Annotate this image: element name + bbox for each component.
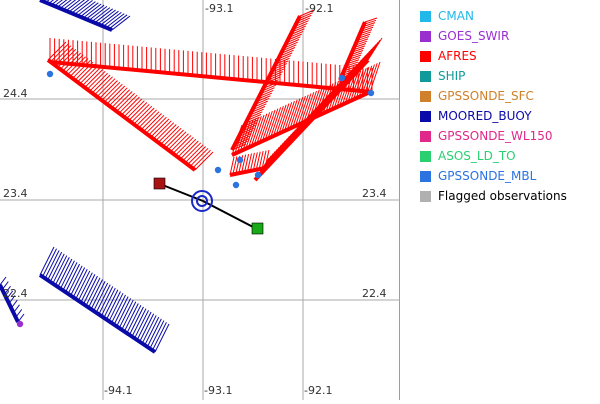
tick-bottom: -92.1 [304, 384, 332, 397]
map-canvas: -93.1 -92.1 -94.1 -93.1 -92.1 24.4 23.4 … [0, 0, 400, 400]
legend-swatch [420, 10, 431, 22]
legend: CMAN GOES_SWIR AFRES SHIP GPSSONDE_SFC MOORED… [420, 6, 595, 206]
legend-item[interactable]: ASOS_LD_TO [420, 146, 595, 166]
legend-label: GPSSONDE_WL150 [438, 129, 553, 143]
afres-flight-leg [49, 38, 373, 94]
moored-buoy-track [0, 276, 25, 323]
legend-swatch [420, 190, 431, 202]
tick-left: 24.4 [3, 87, 28, 100]
legend-item[interactable]: Flagged observations [420, 186, 595, 206]
tick-bottom: -93.1 [204, 384, 232, 397]
storm-track [153, 177, 264, 235]
track-start-marker [153, 177, 166, 190]
legend-item[interactable]: GPSSONDE_SFC [420, 86, 595, 106]
afres-flight-leg [46, 41, 214, 172]
gpssonde-mbl-point [232, 181, 240, 189]
legend-item[interactable]: GPSSONDE_WL150 [420, 126, 595, 146]
legend-label: SHIP [438, 69, 466, 83]
gpssonde-mbl-point [367, 89, 375, 97]
legend-swatch [420, 70, 431, 82]
afres-flight-leg [338, 17, 378, 81]
legend-label: GOES_SWIR [438, 29, 510, 43]
tick-left: 23.4 [3, 187, 28, 200]
legend-swatch [420, 30, 431, 42]
track-end-marker [251, 222, 264, 235]
tick-top: -92.1 [305, 2, 333, 15]
tick-left: 22.4 [3, 287, 28, 300]
track-segment [202, 200, 258, 230]
gpssonde-mbl-point [338, 74, 346, 82]
track-segment [159, 183, 204, 202]
observation-layer [0, 0, 383, 354]
legend-label: CMAN [438, 9, 474, 23]
storm-center-inner [196, 195, 208, 207]
gpssonde-mbl-point [236, 156, 244, 164]
legend-swatch [420, 90, 431, 102]
legend-swatch [420, 50, 431, 62]
legend-swatch [420, 150, 431, 162]
gpssonde-mbl-point [254, 171, 262, 179]
moored-buoy-track [39, 0, 131, 32]
legend-label: Flagged observations [438, 189, 567, 203]
legend-item[interactable]: CMAN [420, 6, 595, 26]
gpssonde-mbl-point [46, 70, 54, 78]
map-plot[interactable]: -93.1 -92.1 -94.1 -93.1 -92.1 24.4 23.4 … [0, 0, 400, 400]
legend-item[interactable]: GPSSONDE_MBL [420, 166, 595, 186]
storm-center-icon[interactable] [191, 190, 213, 212]
legend-item[interactable]: SHIP [420, 66, 595, 86]
afres-flight-leg [229, 149, 270, 177]
legend-item[interactable]: AFRES [420, 46, 595, 66]
goes-swir-point [16, 320, 24, 328]
legend-item[interactable]: MOORED_BUOY [420, 106, 595, 126]
tick-right: 22.4 [362, 287, 387, 300]
legend-swatch [420, 130, 431, 142]
legend-label: ASOS_LD_TO [438, 149, 516, 163]
afres-flight-leg [253, 37, 383, 182]
legend-label: GPSSONDE_MBL [438, 169, 537, 183]
legend-swatch [420, 110, 431, 122]
legend-item[interactable]: GOES_SWIR [420, 26, 595, 46]
legend-label: AFRES [438, 49, 477, 63]
gpssonde-mbl-point [214, 166, 222, 174]
tick-right: 23.4 [362, 187, 387, 200]
moored-buoy-track [38, 246, 170, 354]
legend-label: MOORED_BUOY [438, 109, 532, 123]
tick-top: -93.1 [205, 2, 233, 15]
axis-labels: -93.1 -92.1 -94.1 -93.1 -92.1 24.4 23.4 … [3, 2, 387, 397]
tick-bottom: -94.1 [104, 384, 132, 397]
afres-flight-leg [230, 9, 315, 151]
legend-swatch [420, 170, 431, 182]
legend-label: GPSSONDE_SFC [438, 89, 534, 103]
